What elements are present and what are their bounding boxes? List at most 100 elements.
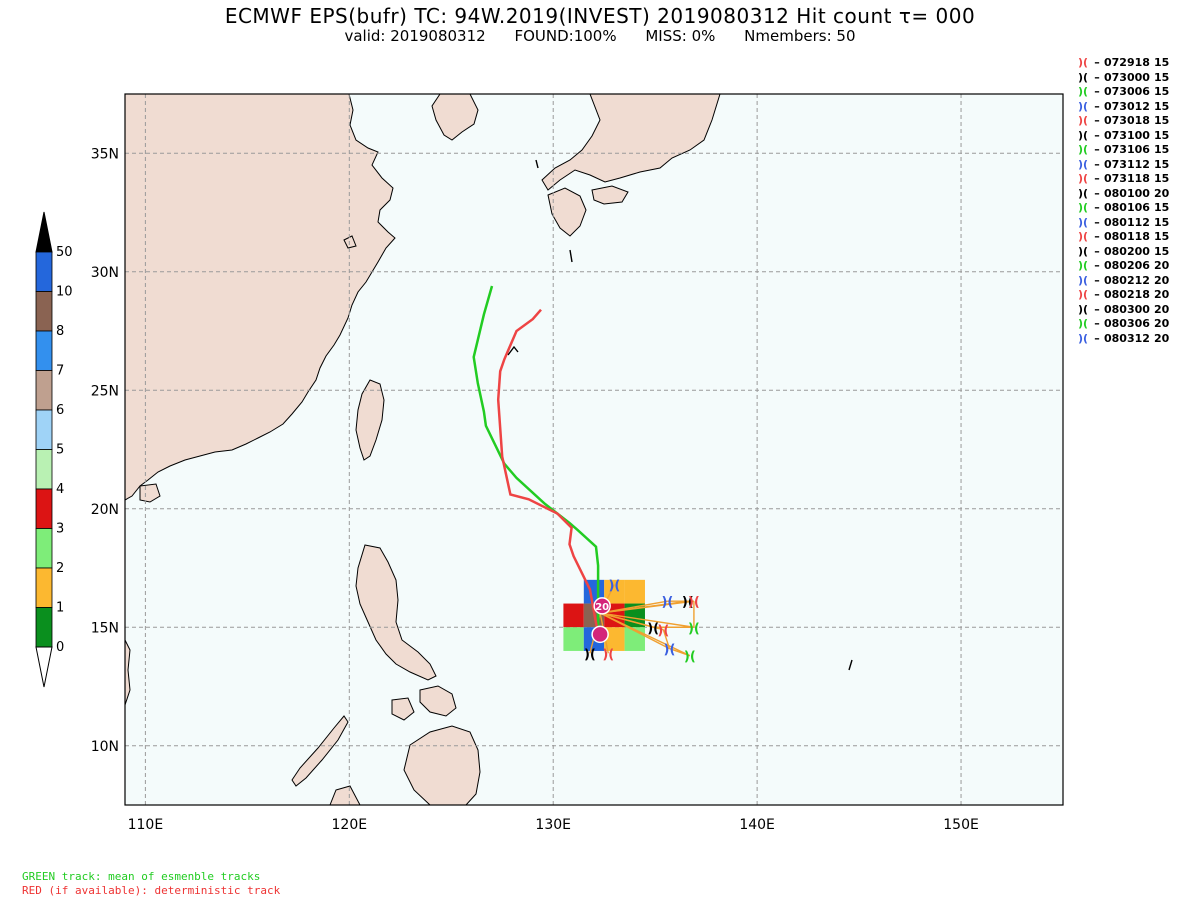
lat-tick-label: 10N (91, 739, 119, 755)
legend-date: 080300 (1104, 302, 1150, 316)
cycle-legend: )(–072918 15)(–073000 15)(–073006 15)(–0730… (1076, 56, 1200, 346)
member-track-line (599, 612, 664, 631)
member-track-link (669, 647, 691, 657)
legend-count: 15 (1154, 56, 1170, 69)
legend-count: 15 (1154, 157, 1170, 171)
member-symbol: )( (647, 621, 659, 636)
colorbar-top-arrow (35, 211, 53, 253)
colorbar-label: 3 (56, 522, 64, 537)
colorbar-label: 2 (56, 561, 64, 576)
colorbar: 0 1 2 3 4 5 6 7 8 10 50 (35, 211, 73, 688)
legend-symbol: )( (1077, 244, 1089, 258)
colorbar-label: 10 (56, 285, 73, 300)
legend-row: )(–080218 20 (1076, 288, 1200, 303)
legend-dash: – (1094, 317, 1100, 330)
legend-symbol: )( (1077, 114, 1089, 127)
lat-tick-label: 15N (91, 620, 119, 636)
member-track-line (599, 612, 691, 657)
legend-row: )(–072918 15 (1076, 56, 1200, 71)
colorbar-segment (35, 291, 53, 332)
lon-tick-label: 110E (128, 817, 164, 833)
colorbar-segment (35, 251, 53, 292)
legend-count: 15 (1154, 70, 1170, 84)
land-palawan (291, 715, 349, 787)
land-vietnam (125, 639, 131, 706)
legend-count: 15 (1154, 143, 1170, 156)
land-taiwan (355, 379, 385, 461)
member-symbol: )( (684, 650, 696, 665)
legend-date: 080200 (1104, 244, 1150, 258)
colorbar-label: 5 (56, 443, 64, 458)
land-korea (431, 94, 479, 141)
legend-symbol: )( (1077, 331, 1089, 345)
valid-time: valid: 2019080312 (344, 27, 486, 45)
member-track-link (662, 629, 671, 649)
land-islet-a (848, 659, 853, 671)
legend-dash: – (1094, 56, 1100, 69)
legend-row: )(–080100 20 (1076, 187, 1200, 202)
deterministic-track-note: RED (if available): deterministic track (22, 884, 281, 897)
legend-row: )(–073112 15 (1076, 158, 1200, 173)
legend-date: 073118 (1104, 172, 1150, 185)
legend-dash: – (1094, 215, 1100, 229)
colorbar-label: 50 (56, 245, 73, 260)
legend-row: )(–073000 15 (1076, 71, 1200, 86)
legend-count: 15 (1154, 201, 1170, 214)
legend-row: )(–073018 15 (1076, 114, 1200, 129)
lat-tick-label: 30N (91, 265, 119, 281)
storm-marker (593, 597, 611, 615)
storm-marker-label: 20 (595, 602, 609, 613)
hit-cell (563, 627, 584, 651)
legend-count: 20 (1154, 317, 1170, 330)
land-islet-b (569, 249, 573, 263)
legend-date: 073006 (1104, 85, 1150, 98)
legend-date: 073000 (1104, 70, 1150, 84)
colorbar-label: 6 (56, 403, 64, 418)
legend-row: )(–080312 20 (1076, 332, 1200, 347)
legend-dash: – (1094, 259, 1100, 272)
hit-cell (563, 603, 584, 628)
legend-symbol: )( (1077, 302, 1089, 316)
legend-date: 080106 (1104, 201, 1150, 214)
colorbar-segment (35, 607, 53, 648)
miss-percent: MISS: 0% (645, 27, 716, 45)
colorbar-segment (35, 449, 53, 490)
legend-count: 20 (1154, 273, 1170, 287)
legend-date: 073106 (1104, 143, 1150, 156)
legend-row: )(–080306 20 (1076, 317, 1200, 332)
land-honshu (541, 94, 721, 191)
legend-dash: – (1094, 288, 1100, 301)
legend-dash: – (1094, 128, 1100, 142)
legend-dash: – (1094, 85, 1100, 98)
legend-date: 080206 (1104, 259, 1150, 272)
legend-row: )(–080206 20 (1076, 259, 1200, 274)
lat-tick-label: 25N (91, 383, 119, 399)
land-masses (125, 94, 853, 805)
member-symbol: )( (657, 624, 669, 639)
land-panay (391, 697, 415, 721)
legend-count: 15 (1154, 128, 1170, 142)
legend-symbol: )( (1077, 259, 1089, 272)
colorbar-segment (35, 567, 53, 608)
legend-row: )(–080212 20 (1076, 274, 1200, 289)
land-china (125, 94, 396, 501)
legend-symbol: )( (1077, 172, 1089, 185)
colorbar-label: 7 (56, 364, 64, 379)
legend-symbol: )( (1077, 317, 1089, 330)
colorbar-label: 4 (56, 482, 64, 497)
colorbar-segment (35, 330, 53, 371)
legend-date: 073112 (1104, 157, 1150, 171)
legend-count: 15 (1154, 114, 1170, 127)
plot-frame (124, 93, 1064, 806)
land-islet-c (535, 159, 539, 169)
legend-row: )(–073106 15 (1076, 143, 1200, 158)
legend-date: 080100 (1104, 186, 1150, 200)
legend-symbol: )( (1077, 157, 1089, 171)
legend-count: 20 (1154, 331, 1170, 345)
legend-date: 073012 (1104, 99, 1150, 113)
member-symbol: )( (664, 643, 676, 658)
legend-symbol: )( (1077, 215, 1089, 229)
land-luzon (355, 544, 437, 681)
legend-date: 073100 (1104, 128, 1150, 142)
legend-dash: – (1094, 70, 1100, 84)
